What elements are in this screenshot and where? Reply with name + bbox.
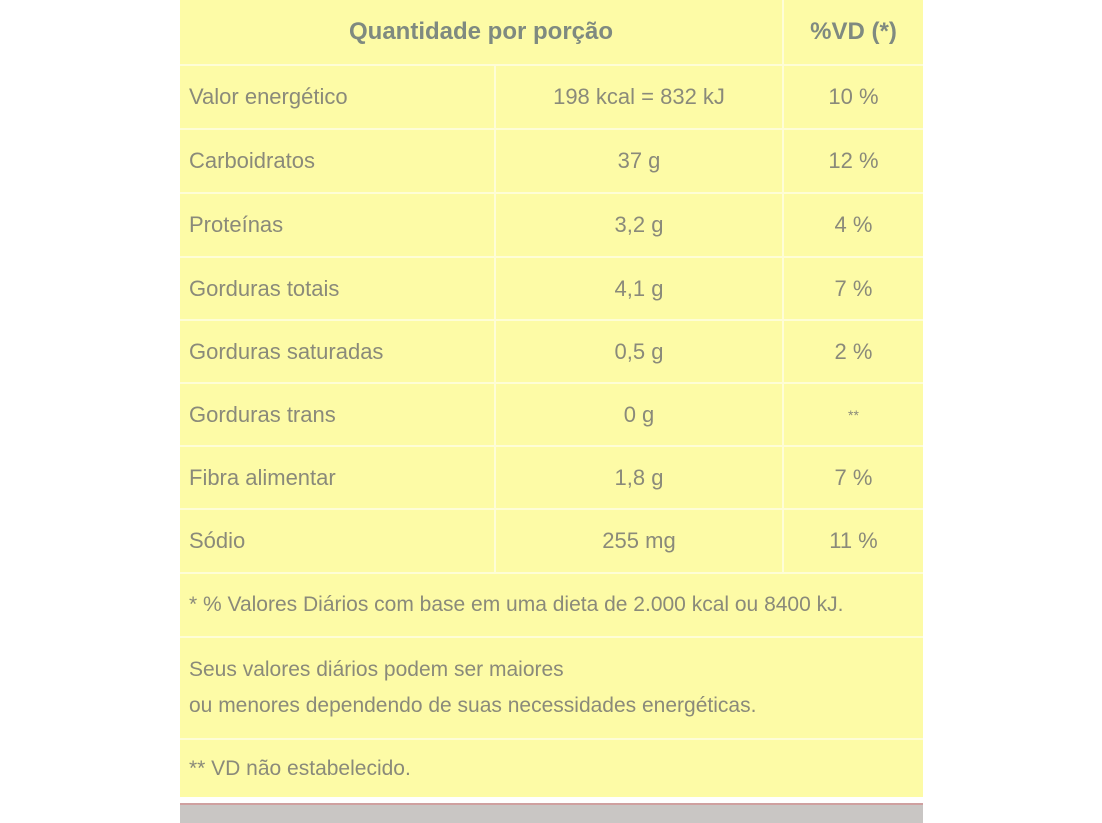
nutrient-name: Carboidratos: [180, 130, 496, 192]
nutrient-name: Proteínas: [180, 194, 496, 256]
nutrient-amount: 37 g: [496, 130, 784, 192]
nutrient-amount: 1,8 g: [496, 447, 784, 508]
nutrient-dv: 12 %: [828, 148, 879, 173]
nutrient-dv: 11 %: [829, 528, 878, 553]
table-row: Valor energético 198 kcal = 832 kJ 10 %: [180, 66, 923, 130]
table-row: Fibra alimentar 1,8 g 7 %: [180, 447, 923, 510]
nutrient-amount: 198 kcal = 832 kJ: [496, 66, 784, 128]
nutrient-name: Gorduras saturadas: [180, 321, 496, 382]
nutrient-name: Fibra alimentar: [180, 447, 496, 508]
nutrient-dv: 7 %: [834, 275, 873, 301]
nutrient-dv: 10 %: [828, 84, 879, 109]
nutrient-amount: 0,5 g: [496, 321, 784, 382]
nutrient-dv: 4 %: [834, 212, 873, 237]
nutrient-amount: 3,2 g: [496, 194, 784, 256]
table-row: Gorduras totais 4,1 g 7 %: [180, 258, 923, 321]
table-row: Proteínas 3,2 g 4 %: [180, 194, 923, 258]
nutrient-name: Gorduras trans: [180, 384, 496, 445]
footnote-row: Seus valores diários podem ser maiores o…: [180, 638, 923, 740]
table-row: Sódio 255 mg 11 %: [180, 510, 923, 574]
footnote-row: ** VD não estabelecido.: [180, 740, 923, 797]
nutrient-amount: 255 mg: [496, 510, 784, 572]
header-dv: %VD (*): [810, 18, 897, 45]
nutrient-name: Valor energético: [180, 66, 496, 128]
nutrition-table: Quantidade por porção %VD (*) Valor ener…: [180, 0, 923, 797]
footnote-energy-line1: Seus valores diários podem ser maiores: [189, 658, 564, 681]
nutrient-dv: **: [848, 406, 859, 423]
footnote-not-established: ** VD não estabelecido.: [189, 756, 411, 780]
footnote-energy-line2: ou menores dependendo de suas necessidad…: [189, 694, 757, 717]
nutrient-dv: 7 %: [834, 464, 873, 490]
nutrient-amount: 4,1 g: [496, 258, 784, 319]
nutrient-amount: 0 g: [496, 384, 784, 445]
header-quantity: Quantidade por porção: [180, 0, 784, 64]
table-row: Gorduras saturadas 0,5 g 2 %: [180, 321, 923, 384]
table-header: Quantidade por porção %VD (*): [180, 0, 923, 66]
nutrient-dv: 2 %: [834, 338, 873, 364]
table-row: Carboidratos 37 g 12 %: [180, 130, 923, 194]
footnote-row: * % Valores Diários com base em uma diet…: [180, 574, 923, 638]
footnote-energy-needs: Seus valores diários podem ser maiores o…: [180, 652, 756, 724]
table-row: Gorduras trans 0 g **: [180, 384, 923, 447]
nutrient-name: Sódio: [180, 510, 496, 572]
nutrient-name: Gorduras totais: [180, 258, 496, 319]
footnote-daily-values: * % Valores Diários com base em uma diet…: [189, 593, 844, 616]
bottom-divider: [180, 803, 923, 823]
